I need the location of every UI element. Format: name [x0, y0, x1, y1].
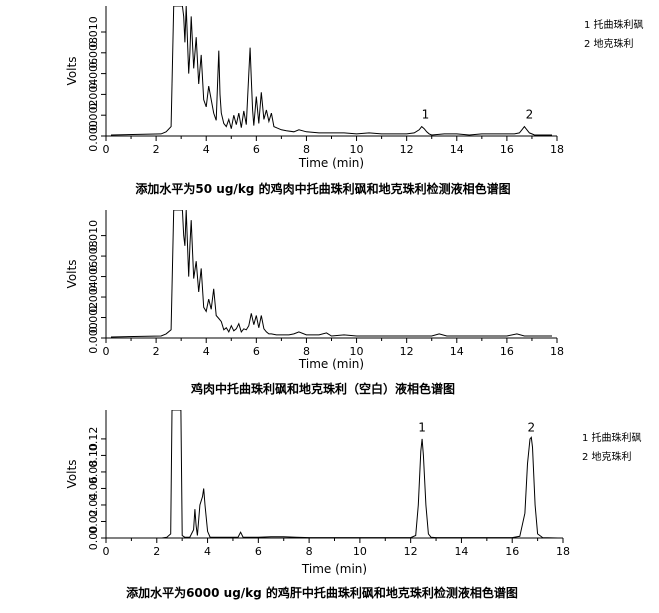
- y-tick-label: 0.00: [87, 526, 100, 551]
- legend-entry: 2 地克珠利: [582, 450, 632, 463]
- legend-entry: 1 托曲珠利砜: [584, 18, 644, 31]
- x-tick-label: 10: [350, 345, 364, 358]
- y-tick-label: 0.010: [87, 16, 100, 48]
- chart-panel-2: 0 2 4 6 8 10 12 14 16 18 0.0000.0020.0040.0060.008…: [65, 210, 564, 396]
- chart-caption: 鸡肉中托曲珠利砜和地克珠利（空白）液相色谱图: [190, 381, 455, 396]
- legend-entry: 2 地克珠利: [584, 37, 634, 50]
- x-tick-label: 12: [400, 345, 414, 358]
- x-tick-label: 2: [153, 545, 160, 558]
- x-tick-label: 10: [353, 545, 367, 558]
- x-tick-label: 12: [400, 143, 414, 156]
- x-tick-label: 4: [204, 545, 211, 558]
- chart-caption: 添加水平为50 ug/kg 的鸡肉中托曲珠利砜和地克珠利检测液相色谱图: [135, 181, 510, 196]
- y-tick-label: 0.006: [87, 261, 100, 293]
- x-tick-label: 16: [500, 143, 514, 156]
- x-tick-label: 14: [450, 345, 464, 358]
- x-tick-label: 2: [153, 143, 160, 156]
- y-axis-label: Volts: [65, 57, 79, 86]
- x-tick-label: 18: [550, 143, 564, 156]
- x-axis-label: Time (min): [298, 156, 364, 170]
- x-tick-label: 8: [303, 345, 310, 358]
- x-tick-label: 2: [153, 345, 160, 358]
- chromatogram-line: [111, 410, 558, 538]
- y-tick-label: 0.04: [87, 493, 100, 518]
- x-tick-label: 10: [350, 143, 364, 156]
- x-tick-label: 16: [505, 545, 519, 558]
- peak-label: 2: [527, 420, 535, 434]
- peak-label: 1: [422, 107, 430, 121]
- x-tick-label: 4: [203, 345, 210, 358]
- y-tick-label: 0.02: [87, 509, 100, 534]
- y-tick-label: 0.006: [87, 58, 100, 90]
- x-tick-label: 18: [556, 545, 570, 558]
- legend-entry: 1 托曲珠利砜: [582, 431, 642, 444]
- x-axis-label: Time (min): [301, 562, 367, 576]
- x-tick-label: 6: [253, 345, 260, 358]
- x-tick-label: 8: [306, 545, 313, 558]
- y-tick-label: 0.004: [87, 281, 100, 313]
- chromatogram-line: [110, 210, 552, 338]
- x-tick-label: 6: [255, 545, 262, 558]
- chart-panel-3: 0 2 4 6 8 10 12 14 16 180.000.020.040.060.080.100…: [65, 410, 642, 600]
- y-axis-label: Volts: [65, 260, 79, 289]
- y-axis-label: Volts: [65, 460, 79, 489]
- y-tick-label: 0.008: [87, 37, 100, 69]
- y-tick-label: 0.008: [87, 240, 100, 272]
- y-tick-label: 0.010: [87, 220, 100, 252]
- y-tick-label: 0.000: [87, 120, 100, 152]
- x-tick-label: 0: [103, 143, 110, 156]
- chart-caption: 添加水平为6000 ug/kg 的鸡肝中托曲珠利砜和地克珠利检测液相色谱图: [126, 585, 518, 600]
- y-tick-label: 0.06: [87, 476, 100, 501]
- x-tick-label: 16: [500, 345, 514, 358]
- x-tick-label: 14: [450, 143, 464, 156]
- y-tick-label: 0.000: [87, 322, 100, 354]
- x-axis-label: Time (min): [298, 357, 364, 371]
- y-tick-label: 0.002: [87, 302, 100, 334]
- x-tick-label: 0: [103, 545, 110, 558]
- y-tick-label: 0.10: [87, 443, 100, 468]
- x-tick-label: 18: [550, 345, 564, 358]
- x-tick-label: 12: [404, 545, 418, 558]
- x-tick-label: 0: [103, 345, 110, 358]
- x-tick-label: 4: [203, 143, 210, 156]
- y-tick-label: 0.002: [87, 99, 100, 131]
- chromatogram-line: [110, 6, 552, 136]
- x-tick-label: 6: [253, 143, 260, 156]
- x-tick-label: 14: [454, 545, 468, 558]
- y-tick-label: 0.12: [87, 427, 100, 452]
- peak-label: 1: [418, 420, 426, 434]
- y-tick-label: 0.004: [87, 79, 100, 111]
- x-tick-label: 8: [303, 143, 310, 156]
- chart-panel-1: 0 2 4 6 8 10 12 14 16 180.0000.0020.0040.0060.008…: [65, 6, 644, 196]
- peak-label: 2: [526, 107, 534, 121]
- y-tick-label: 0.08: [87, 460, 100, 485]
